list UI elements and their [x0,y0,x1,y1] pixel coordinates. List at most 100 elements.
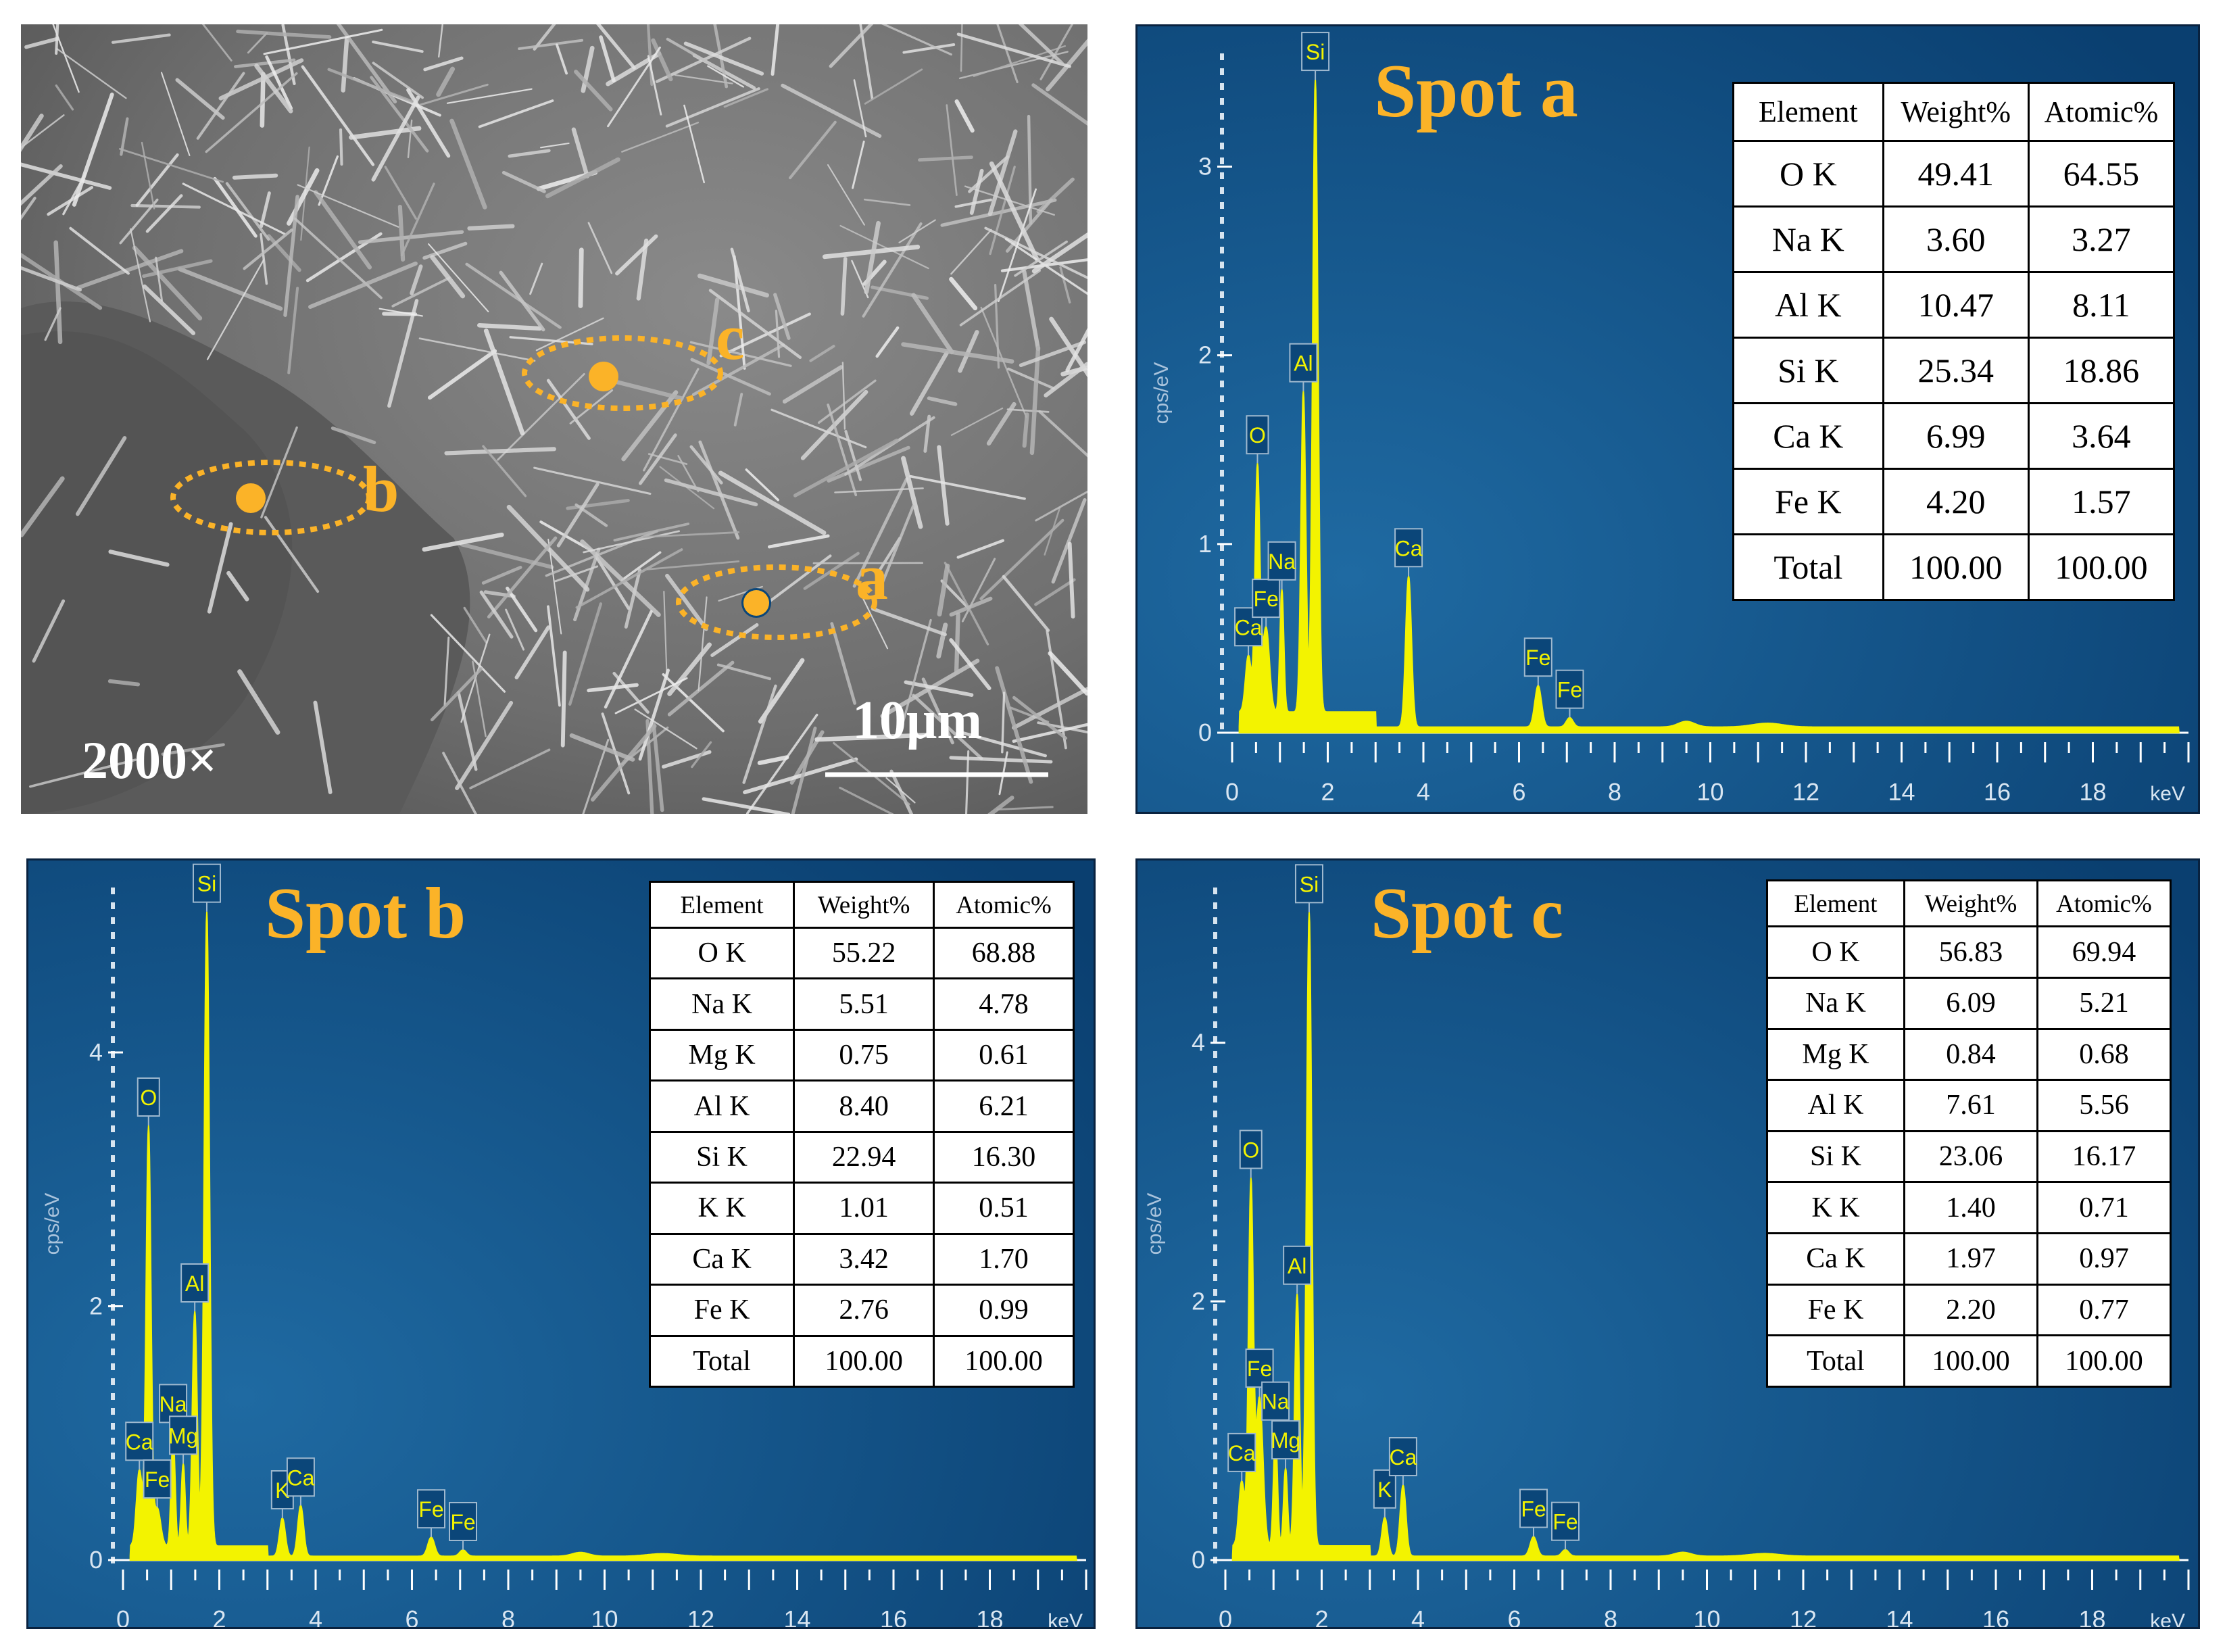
y-tick-label-2: 4 [1192,1029,1205,1056]
svg-text:Ca: Ca [1235,615,1263,639]
x-tick-label-6: 12 [1792,778,1819,806]
y-tick-label-1: 2 [89,1292,103,1320]
x-tick-label-4: 8 [1608,778,1621,806]
table-row: Na K 6.09 5.21 [1766,976,2172,1030]
svg-text:O: O [1242,1138,1259,1162]
table-cell: 100.00 [2036,1334,2172,1388]
table-cell: 25.34 [1882,336,2030,404]
peak-label-fe-2: Fe [143,1459,172,1508]
table-header-cell: Atomic% [2027,82,2176,142]
table-row: Al K 7.61 5.56 [1766,1079,2172,1132]
y-axis-label: cps/eV [1144,1193,1166,1255]
svg-text:Fe: Fe [145,1467,170,1492]
peak-label-fe-2: Fe [1245,1349,1274,1397]
table-cell: 100.00 [1903,1334,2038,1388]
table-row: O K 49.41 64.55 [1732,139,2176,208]
table-cell: 5.56 [2036,1079,2172,1132]
peak-label-ca-0: Ca [1227,1432,1256,1481]
table-row: Al K 8.40 6.21 [648,1079,1075,1133]
x-tick-label-8: 16 [880,1605,907,1627]
spectrum-series [129,911,1077,1561]
table-cell: 16.17 [2036,1129,2172,1184]
spot-c-label: c [716,301,745,373]
y-tick-label-0: 0 [1192,1546,1205,1574]
table-cell: Al K [648,1079,796,1133]
table-cell: 6.21 [933,1079,1075,1133]
svg-text:K: K [275,1478,289,1503]
x-axis-label: keV [1048,1610,1083,1627]
svg-text:O: O [140,1086,157,1110]
table-cell: O K [1732,139,1884,208]
spot-b-label: b [363,453,399,525]
table-row: Ca K 6.99 3.64 [1732,402,2176,470]
peak-label-fe-9: Fe [1519,1488,1548,1537]
table-cell: Al K [1732,270,1884,339]
table-row: Si K 22.94 16.30 [648,1130,1075,1184]
table-cell: 0.77 [2036,1283,2172,1337]
table-cell: 8.40 [793,1079,935,1133]
svg-text:Al: Al [1288,1254,1306,1278]
eds-spectrum-spot-c: 0 2 4 cps/eV 0 2 4 6 8 10 12 14 16 18 keV Ca O Fe Na Mg Al Si… [1135,858,2200,1629]
table-cell: 10.47 [1882,270,2030,339]
spot-a-label: a [856,541,888,613]
x-axis-label: keV [2150,783,2185,805]
table-row: Mg K 0.84 0.68 [1766,1027,2172,1082]
x-tick-label-8: 16 [1984,778,2011,806]
y-tick-label-0: 0 [89,1546,103,1574]
svg-text:Na: Na [1262,1390,1290,1414]
table-cell: 2.76 [793,1284,935,1337]
table-cell: Total [648,1334,796,1388]
table-row: Si K 23.06 16.17 [1766,1129,2172,1184]
table-cell: 16.30 [933,1130,1075,1184]
table-cell: 18.86 [2027,336,2176,404]
table-cell: 0.97 [2036,1232,2172,1286]
table-cell: 1.97 [1903,1232,2038,1286]
x-tick-label-7: 14 [783,1605,810,1627]
x-tick-label-6: 12 [1790,1605,1817,1627]
peak-label-fe-2: Fe [1252,579,1281,627]
table-cell: 100.00 [2027,533,2176,602]
x-tick-label-1: 2 [212,1605,226,1627]
peak-label-na-3: Na [1261,1381,1290,1430]
table-cell: Fe K [648,1284,796,1337]
svg-text:Fe: Fe [450,1510,475,1534]
table-cell: 8.11 [2027,270,2176,339]
table-cell: Ca K [1732,402,1884,470]
table-cell: Total [1766,1334,1905,1388]
peak-label-mg-4: Mg [1271,1420,1300,1469]
x-tick-label-0: 0 [1219,1605,1232,1627]
peak-label-o-1: O [137,1077,160,1126]
x-tick-label-4: 8 [1604,1605,1617,1627]
svg-text:Fe: Fe [1525,646,1550,670]
spectrum-title: Spot a [1374,49,1578,133]
svg-text:O: O [1249,423,1266,447]
table-header-cell: Atomic% [2036,879,2172,928]
table-cell: 0.68 [2036,1027,2172,1082]
table-row: Ca K 1.97 0.97 [1766,1232,2172,1286]
x-tick-label-5: 10 [1693,1605,1720,1627]
svg-text:Fe: Fe [1521,1497,1546,1522]
table-cell: Na K [1766,976,1905,1030]
x-tick-label-3: 6 [1512,778,1525,806]
y-tick-label-2: 4 [89,1038,103,1066]
y-tick-label-1: 1 [1198,530,1212,558]
table-header-row: Element Weight% Atomic% [1732,82,2176,142]
svg-text:Ca: Ca [1395,536,1423,560]
peak-label-si-5: Si [1301,32,1330,80]
sem-micrograph: c b a 10μm 2000× [21,24,1087,814]
svg-text:Si: Si [197,872,216,896]
x-tick-label-0: 0 [116,1605,130,1627]
svg-text:Ca: Ca [1389,1445,1417,1469]
table-row: O K 55.22 68.88 [648,927,1075,980]
table-cell: K K [1766,1181,1905,1235]
x-tick-label-9: 18 [2078,1605,2105,1627]
peak-label-ca-8: Ca [1388,1437,1417,1486]
peak-label-o-1: O [1239,1129,1263,1178]
peak-label-fe-10: Fe [1551,1501,1580,1550]
table-row: Ca K 3.42 1.70 [648,1232,1075,1286]
table-cell: 7.61 [1903,1079,2038,1132]
x-tick-label-1: 2 [1321,778,1334,806]
composition-table: Element Weight% Atomic% O K 49.41 64.55 Na K 3.… [1732,82,2176,602]
table-cell: 68.88 [933,927,1075,980]
table-cell: 49.41 [1882,139,2030,208]
